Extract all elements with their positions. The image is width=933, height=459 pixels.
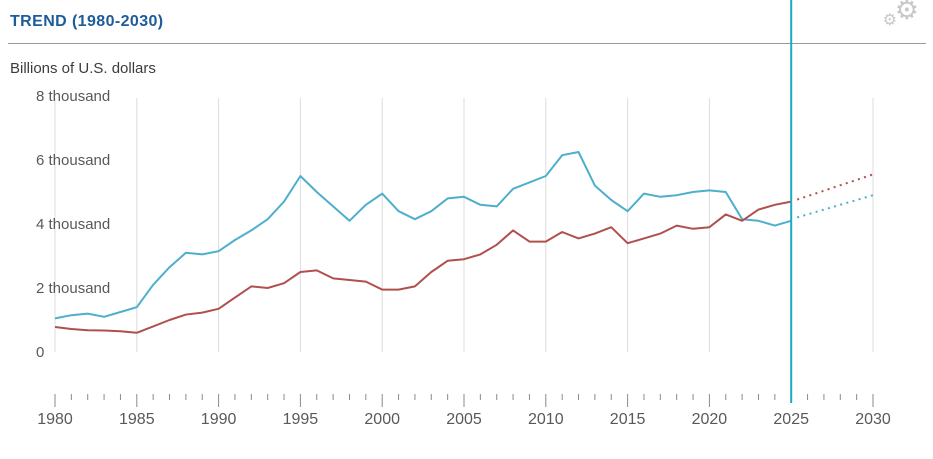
header-divider (8, 43, 926, 44)
x-axis-label-2010: 2010 (528, 411, 564, 428)
red-line[interactable] (54, 200, 792, 334)
x-axis-label-2020: 2020 (692, 411, 728, 428)
x-axis-label-1985: 1985 (119, 411, 155, 428)
x-axis-label-2000: 2000 (364, 411, 400, 428)
x-axis-label-1990: 1990 (201, 411, 237, 428)
settings-gears-button[interactable]: ⚙ ⚙ (879, 0, 925, 40)
blue-line-projection[interactable] (796, 194, 874, 219)
y-axis-label-4000: 4 thousand (36, 216, 110, 233)
x-axis-label-2005: 2005 (446, 411, 482, 428)
x-axis-label-2015: 2015 (610, 411, 646, 428)
y-axis-label-0: 0 (36, 344, 44, 361)
red-line-projection[interactable] (796, 173, 874, 201)
gear-small-icon: ⚙ (882, 12, 897, 29)
y-axis-label-2000: 2 thousand (36, 280, 110, 297)
blue-line[interactable] (54, 151, 792, 320)
x-axis-label-1995: 1995 (283, 411, 319, 428)
x-axis-label-2030: 2030 (855, 411, 891, 428)
units-label: Billions of U.S. dollars (10, 60, 156, 77)
x-axis-label-1980: 1980 (37, 411, 73, 428)
gear-large-icon: ⚙ (894, 0, 919, 25)
panel-title: TREND (1980-2030) (10, 13, 164, 30)
x-axis-label-2025: 2025 (773, 411, 809, 428)
y-axis-label-6000: 6 thousand (36, 152, 110, 169)
y-axis-label-8000: 8 thousand (36, 88, 110, 105)
